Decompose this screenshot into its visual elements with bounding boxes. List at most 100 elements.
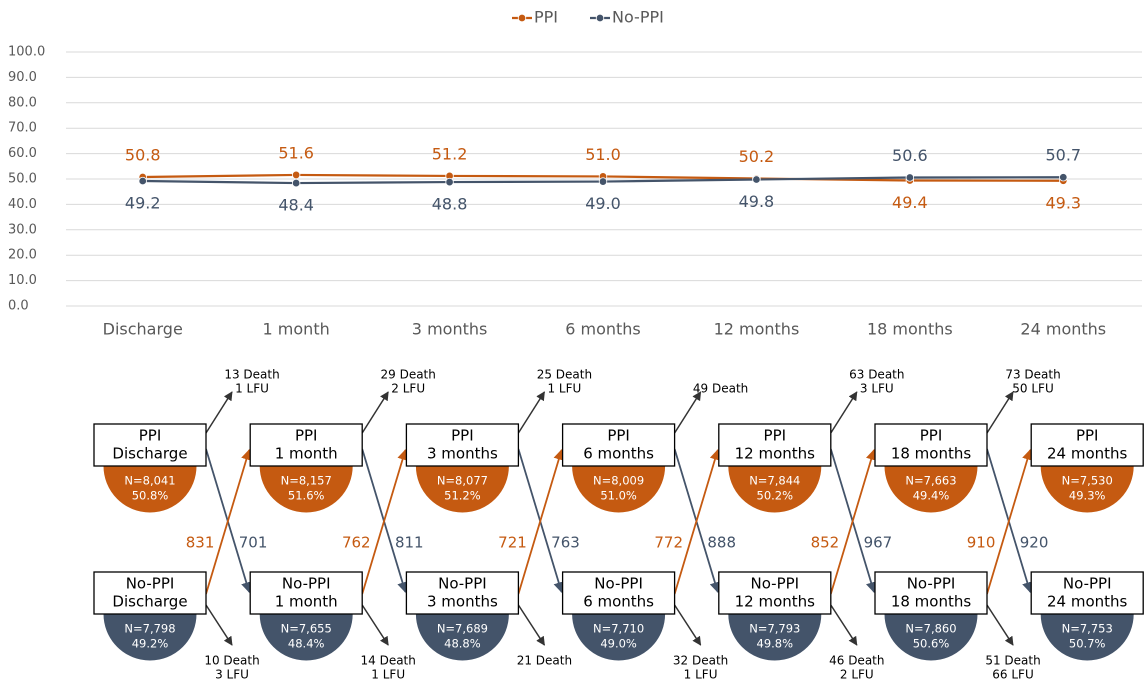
node-label: Discharge bbox=[112, 593, 187, 611]
flow-count: 831 bbox=[186, 534, 215, 552]
loss-label: 46 Death bbox=[829, 654, 884, 668]
loss-label: 73 Death bbox=[1005, 368, 1060, 382]
node-percent: 51.0% bbox=[600, 489, 637, 503]
node-label: 6 months bbox=[583, 445, 654, 463]
node-count: N=7,710 bbox=[593, 622, 644, 636]
node-label: PPI bbox=[139, 427, 162, 445]
loss-label: 25 Death bbox=[537, 368, 592, 382]
flow-arrow bbox=[986, 448, 1033, 595]
node-count: N=7,530 bbox=[1062, 474, 1113, 488]
flow-count: 920 bbox=[1020, 534, 1049, 552]
loss-arrow bbox=[673, 391, 702, 434]
node-count: N=8,157 bbox=[281, 474, 332, 488]
y-tick-label: 40.0 bbox=[8, 197, 37, 212]
loss-label: 49 Death bbox=[693, 382, 748, 396]
value-label: 51.0 bbox=[585, 145, 621, 164]
flow-arrow bbox=[673, 448, 721, 595]
count-semicircle bbox=[414, 613, 510, 662]
value-label: 50.7 bbox=[1045, 146, 1081, 165]
legend-label: No-PPI bbox=[612, 8, 664, 27]
node-label: No-PPI bbox=[282, 575, 331, 593]
node-label: 1 month bbox=[275, 445, 338, 463]
node-count: N=7,753 bbox=[1062, 622, 1113, 636]
node-label: No-PPI bbox=[907, 575, 956, 593]
flow-count: 967 bbox=[864, 534, 893, 552]
loss-arrow bbox=[517, 604, 546, 646]
node-label: 24 months bbox=[1047, 445, 1128, 463]
flow-count: 910 bbox=[967, 534, 996, 552]
count-semicircle bbox=[883, 613, 979, 662]
node-box bbox=[874, 423, 988, 467]
node-box bbox=[93, 423, 207, 467]
value-label: 51.2 bbox=[432, 144, 468, 163]
node-count: N=7,860 bbox=[905, 622, 956, 636]
flow-count: 852 bbox=[811, 534, 840, 552]
y-tick-label: 30.0 bbox=[8, 222, 37, 237]
node-percent: 49.8% bbox=[757, 637, 794, 651]
flow-arrow bbox=[205, 448, 252, 595]
point bbox=[138, 176, 147, 186]
node-percent: 50.8% bbox=[132, 489, 169, 503]
count-semicircle bbox=[1039, 613, 1135, 662]
node-box bbox=[405, 571, 520, 615]
node-count: N=7,655 bbox=[281, 622, 332, 636]
count-semicircle bbox=[571, 465, 667, 514]
node-count: N=8,009 bbox=[593, 474, 644, 488]
loss-arrow bbox=[830, 391, 858, 434]
legend-label: PPI bbox=[534, 8, 558, 27]
loss-label: 10 Death bbox=[204, 654, 259, 668]
loss-arrow bbox=[673, 604, 702, 646]
node-label: 24 months bbox=[1047, 593, 1128, 611]
node-percent: 51.6% bbox=[288, 489, 325, 503]
loss-label: 3 LFU bbox=[215, 668, 249, 682]
node-label: 12 months bbox=[735, 593, 816, 611]
y-tick-label: 80.0 bbox=[8, 95, 37, 110]
count-semicircle bbox=[727, 465, 823, 514]
x-tick-label: 12 months bbox=[714, 320, 800, 339]
y-tick-label: 50.0 bbox=[8, 172, 37, 187]
node-count: N=8,077 bbox=[437, 474, 488, 488]
value-label: 50.8 bbox=[125, 145, 161, 164]
flow-arrow bbox=[517, 448, 564, 595]
x-tick-label: 6 months bbox=[565, 320, 641, 339]
y-tick-label: 60.0 bbox=[8, 146, 37, 161]
node-label: Discharge bbox=[112, 445, 187, 463]
loss-label: 1 LFU bbox=[235, 382, 269, 396]
node-count: N=7,798 bbox=[124, 622, 175, 636]
node-box bbox=[249, 423, 363, 467]
loss-label: 1 LFU bbox=[684, 668, 718, 682]
node-label: No-PPI bbox=[126, 575, 175, 593]
node-box bbox=[249, 571, 363, 615]
node-count: N=7,793 bbox=[749, 622, 800, 636]
count-semicircle bbox=[102, 465, 198, 514]
loss-label: 3 LFU bbox=[860, 382, 894, 396]
loss-label: 21 Death bbox=[517, 654, 572, 668]
value-label: 51.6 bbox=[278, 143, 314, 162]
value-label: 49.3 bbox=[1045, 193, 1081, 212]
legend-marker bbox=[595, 13, 605, 23]
loss-arrow bbox=[361, 391, 389, 434]
node-count: N=8,041 bbox=[124, 474, 175, 488]
legend-marker bbox=[517, 13, 527, 23]
count-semicircle bbox=[414, 465, 510, 514]
loss-arrow bbox=[986, 391, 1014, 434]
count-semicircle bbox=[258, 465, 354, 514]
count-semicircle bbox=[1039, 465, 1135, 514]
node-box bbox=[1030, 423, 1144, 467]
value-label: 49.0 bbox=[585, 194, 621, 213]
node-count: N=7,844 bbox=[749, 474, 800, 488]
node-label: 3 months bbox=[427, 593, 498, 611]
node-box bbox=[93, 571, 207, 615]
node-label: No-PPI bbox=[750, 575, 799, 593]
node-percent: 48.8% bbox=[444, 637, 481, 651]
node-box bbox=[561, 571, 676, 615]
node-label: 18 months bbox=[891, 593, 972, 611]
x-tick-label: 1 month bbox=[263, 320, 330, 339]
y-tick-label: 70.0 bbox=[8, 121, 37, 136]
value-label: 48.8 bbox=[432, 195, 468, 214]
node-box bbox=[718, 571, 832, 615]
loss-label: 51 Death bbox=[985, 654, 1040, 668]
y-tick-label: 10.0 bbox=[8, 273, 37, 288]
flow-count: 763 bbox=[551, 534, 580, 552]
flow-count: 721 bbox=[498, 534, 527, 552]
